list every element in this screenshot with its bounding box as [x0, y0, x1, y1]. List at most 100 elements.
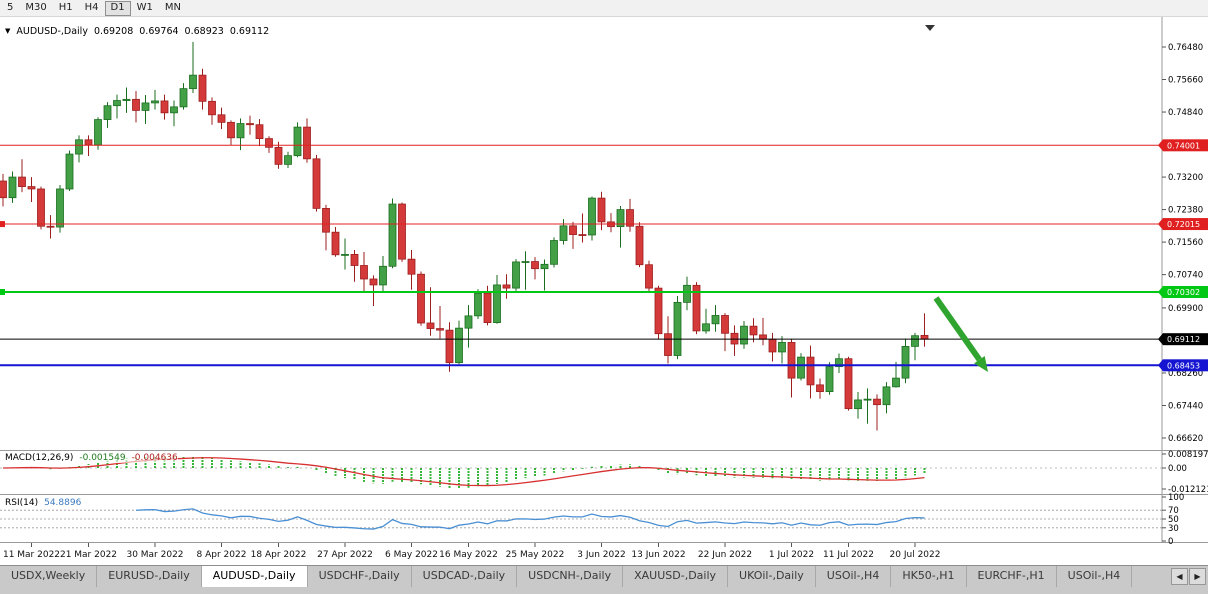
chart-graphic: 0.73200: [1168, 173, 1203, 183]
chart-graphic: [901, 345, 910, 379]
tab-xauusd-daily[interactable]: XAUUSD-,Daily: [623, 566, 729, 587]
chart-graphic: 11 Jul 2022: [823, 550, 874, 560]
chart-graphic: 0.00: [1168, 464, 1187, 474]
chart-graphic: [654, 287, 663, 335]
tab-scroll-left-button[interactable]: ◀: [1171, 568, 1188, 585]
chart-graphic: [702, 323, 710, 332]
tab-hk50-h1[interactable]: HK50-,H1: [891, 566, 967, 587]
trend-arrow-head[interactable]: [974, 356, 988, 372]
timeframe-button-mn[interactable]: MN: [159, 1, 187, 16]
chart-graphic: [246, 123, 254, 126]
chart-graphic: [493, 284, 501, 324]
chart-graphic: [502, 284, 511, 289]
chart-graphic: [559, 225, 568, 241]
chart-graphic: [616, 209, 625, 228]
chart-graphic: [626, 209, 634, 227]
price-tag-0.70302: [1163, 285, 1208, 298]
chart-graphic: 8 Apr 2022: [197, 550, 247, 560]
chart-graphic: [369, 278, 378, 286]
tab-eurusd-daily[interactable]: EURUSD-,Daily: [97, 566, 202, 587]
ohlc-low: 0.68923: [184, 26, 224, 37]
chart-graphic: [160, 100, 169, 114]
chart-graphic: [217, 114, 226, 123]
chart-graphic: [740, 325, 748, 345]
chart-graphic: [521, 261, 530, 263]
tab-scroll-right-button[interactable]: ▶: [1189, 568, 1206, 585]
chart-graphic: [312, 158, 321, 209]
tab-usdcnh-daily[interactable]: USDCNH-,Daily: [517, 566, 624, 587]
chart-graphic: [84, 139, 93, 146]
timeframe-button-m30[interactable]: M30: [19, 1, 52, 16]
chart-graphic: [151, 100, 159, 104]
chart-graphic: [920, 334, 929, 340]
chart-graphic: [597, 197, 606, 223]
chart-dropdown-icon[interactable]: ▼: [5, 27, 11, 35]
chart-graphic: [0, 288, 5, 295]
chart-graphic: [673, 301, 682, 356]
chart-graphic: [749, 325, 758, 336]
chart-graphic: [1158, 139, 1163, 152]
ohlc-close: 0.69112: [229, 26, 270, 37]
tab-usdcad-daily[interactable]: USDCAD-,Daily: [411, 566, 518, 587]
tab-usoil-h4[interactable]: USOil-,H4: [1056, 566, 1133, 587]
timeframe-button-5[interactable]: 5: [1, 1, 19, 16]
timeframe-button-h1[interactable]: H1: [53, 1, 79, 16]
chart-graphic: [303, 126, 311, 160]
tab-usoil-h4[interactable]: USOil-,H4: [815, 566, 892, 587]
chart-graphic: [635, 225, 644, 266]
chart-area[interactable]: 0.76480 0.75660 0.74840 0.73200 0.72380 0.715…: [0, 17, 1208, 565]
chart-graphic: 11 Mar 2022: [3, 550, 60, 560]
chart-graphic: [882, 386, 891, 406]
tab-audusd-daily[interactable]: AUDUSD-,Daily: [201, 566, 308, 587]
chart-graphic: [531, 261, 539, 270]
chart-graphic: [759, 334, 767, 340]
tab-ukoil-daily[interactable]: UKOil-,Daily: [728, 566, 816, 587]
chart-graphic: 16 May 2022: [439, 550, 498, 560]
chart-graphic: [132, 98, 140, 111]
chart-graphic: [1158, 285, 1163, 298]
chart-graphic: [825, 366, 834, 393]
chart-graphic: [113, 100, 121, 107]
chart-graphic: [170, 106, 178, 114]
ohlc-open: 0.69208: [93, 26, 134, 37]
chart-graphic: [236, 123, 245, 139]
price-chart-canvas[interactable]: 0.76480 0.75660 0.74840 0.73200 0.72380 0.715…: [0, 17, 1208, 565]
chart-graphic: [0, 180, 7, 199]
chart-graphic: [407, 258, 416, 275]
chart-graphic: [8, 176, 17, 199]
tab-usdx-weekly[interactable]: USDX,Weekly: [0, 566, 98, 587]
chart-graphic: [474, 292, 482, 317]
chart-graphic: [1158, 359, 1163, 372]
chart-graphic: 0.76480: [1168, 43, 1203, 53]
trend-arrow-annotation[interactable]: [933, 296, 982, 362]
tab-eurchf-h1[interactable]: EURCHF-,H1: [966, 566, 1057, 587]
timeframe-button-w1[interactable]: W1: [131, 1, 159, 16]
chart-graphic: 0.70740: [1168, 271, 1203, 281]
chart-graphic: [645, 264, 653, 289]
timeframe-toolbar: 5 M30 H1 H4 D1 W1 MN: [0, 0, 1208, 17]
chart-graphic: [588, 197, 596, 236]
macd-main-value: -0.001549: [79, 453, 126, 463]
chart-graphic: [778, 342, 786, 353]
chart-graphic: [911, 335, 919, 347]
chart-graphic: [512, 261, 520, 289]
chart-graphic: [1158, 333, 1163, 346]
chart-graphic: [37, 188, 45, 227]
timeframe-button-h4[interactable]: H4: [79, 1, 105, 16]
macd-indicator-label: MACD(12,26,9) -0.001549 -0.004636: [5, 453, 178, 463]
chart-graphic: [417, 273, 425, 324]
tab-usdchf-daily[interactable]: USDCHF-,Daily: [307, 566, 412, 587]
price-tag-0.69112: [1163, 333, 1208, 346]
chart-graphic: 25 May 2022: [506, 550, 565, 560]
chart-graphic: [711, 315, 720, 325]
chart-graphic: [350, 253, 359, 266]
chart-graphic: -0.012121: [1168, 485, 1208, 495]
macd-name: MACD(12,26,9): [5, 453, 74, 463]
chart-graphic: [293, 126, 302, 157]
chart-graphic: 0.67440: [1168, 401, 1203, 411]
chart-symbol-period: AUDUSD-,Daily: [16, 26, 88, 37]
chart-graphic: [122, 98, 131, 101]
chart-graphic: [0, 221, 5, 228]
timeframe-button-d1[interactable]: D1: [104, 0, 131, 16]
chart-graphic: [445, 329, 454, 364]
